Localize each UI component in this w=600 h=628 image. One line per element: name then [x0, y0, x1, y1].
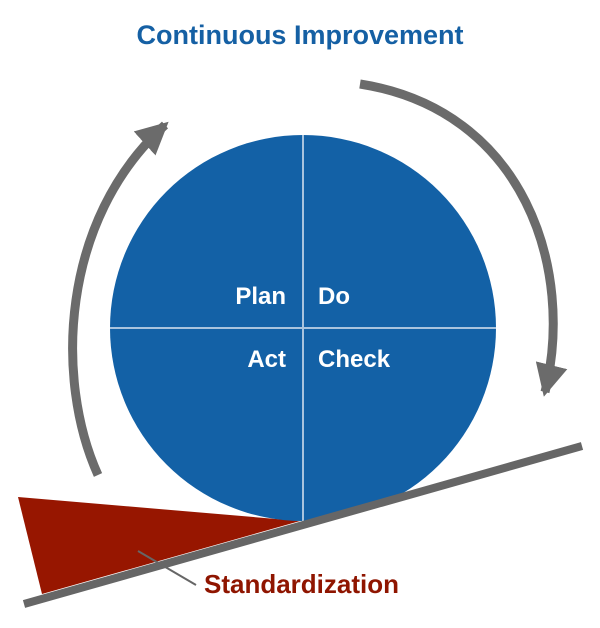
standardization-wedge: [18, 497, 300, 594]
standardization-leader-line: [137, 550, 197, 586]
quadrant-plan-label: Plan: [235, 283, 286, 310]
quadrant-act-label: Act: [247, 346, 286, 373]
left-cycle-arrow: [68, 121, 169, 477]
quadrant-do-label: Do: [318, 283, 350, 310]
diagram-title: Continuous Improvement: [136, 20, 464, 50]
improvement-slope: [22, 442, 584, 608]
standardization-label: Standardization: [204, 569, 400, 599]
right-cycle-arrow: [359, 79, 568, 397]
quadrant-check-label: Check: [318, 346, 391, 373]
